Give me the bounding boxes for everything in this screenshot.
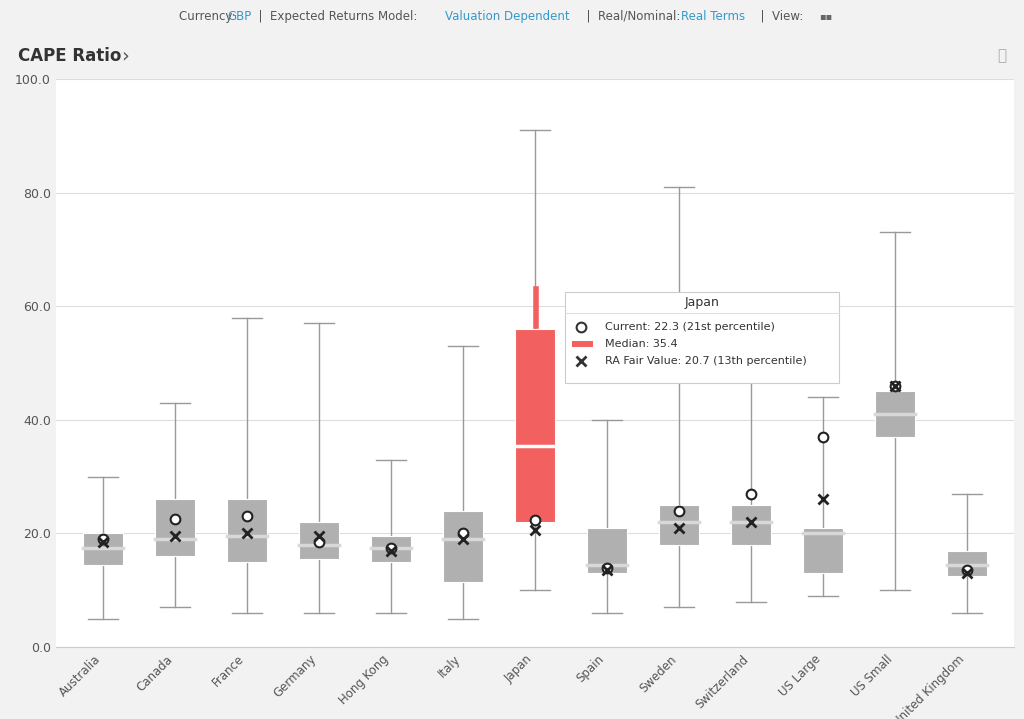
Text: |  Expected Returns Model:: | Expected Returns Model: bbox=[251, 9, 421, 23]
Text: Median: 35.4: Median: 35.4 bbox=[605, 339, 678, 349]
Bar bbox=[587, 528, 627, 573]
Text: GBP: GBP bbox=[227, 9, 252, 23]
Text: Real Terms: Real Terms bbox=[681, 9, 745, 23]
Bar bbox=[803, 528, 843, 573]
Bar bbox=[227, 500, 267, 562]
Bar bbox=[299, 522, 339, 559]
Text: ⓘ: ⓘ bbox=[997, 49, 1007, 63]
Text: Japan: Japan bbox=[685, 296, 720, 309]
Text: |  View:: | View: bbox=[753, 9, 803, 23]
Bar bbox=[443, 510, 483, 582]
Text: Valuation Dependent: Valuation Dependent bbox=[445, 9, 570, 23]
Bar bbox=[659, 505, 698, 545]
Bar bbox=[372, 536, 411, 562]
Bar bbox=[731, 505, 771, 545]
Bar bbox=[156, 500, 195, 557]
Text: Currency:: Currency: bbox=[179, 9, 240, 23]
Bar bbox=[83, 533, 123, 564]
Text: Current: 22.3 (21st percentile): Current: 22.3 (21st percentile) bbox=[605, 322, 775, 332]
Text: RA Fair Value: 20.7 (13th percentile): RA Fair Value: 20.7 (13th percentile) bbox=[605, 357, 807, 367]
Text: CAPE Ratio: CAPE Ratio bbox=[18, 47, 122, 65]
Bar bbox=[572, 342, 593, 347]
Text: |  Real/Nominal:: | Real/Nominal: bbox=[579, 9, 684, 23]
Bar bbox=[947, 551, 987, 576]
Text: ›: › bbox=[121, 47, 129, 65]
Bar bbox=[876, 391, 914, 437]
FancyBboxPatch shape bbox=[565, 292, 839, 383]
Text: ▪▪: ▪▪ bbox=[819, 12, 833, 21]
Bar bbox=[515, 329, 555, 522]
